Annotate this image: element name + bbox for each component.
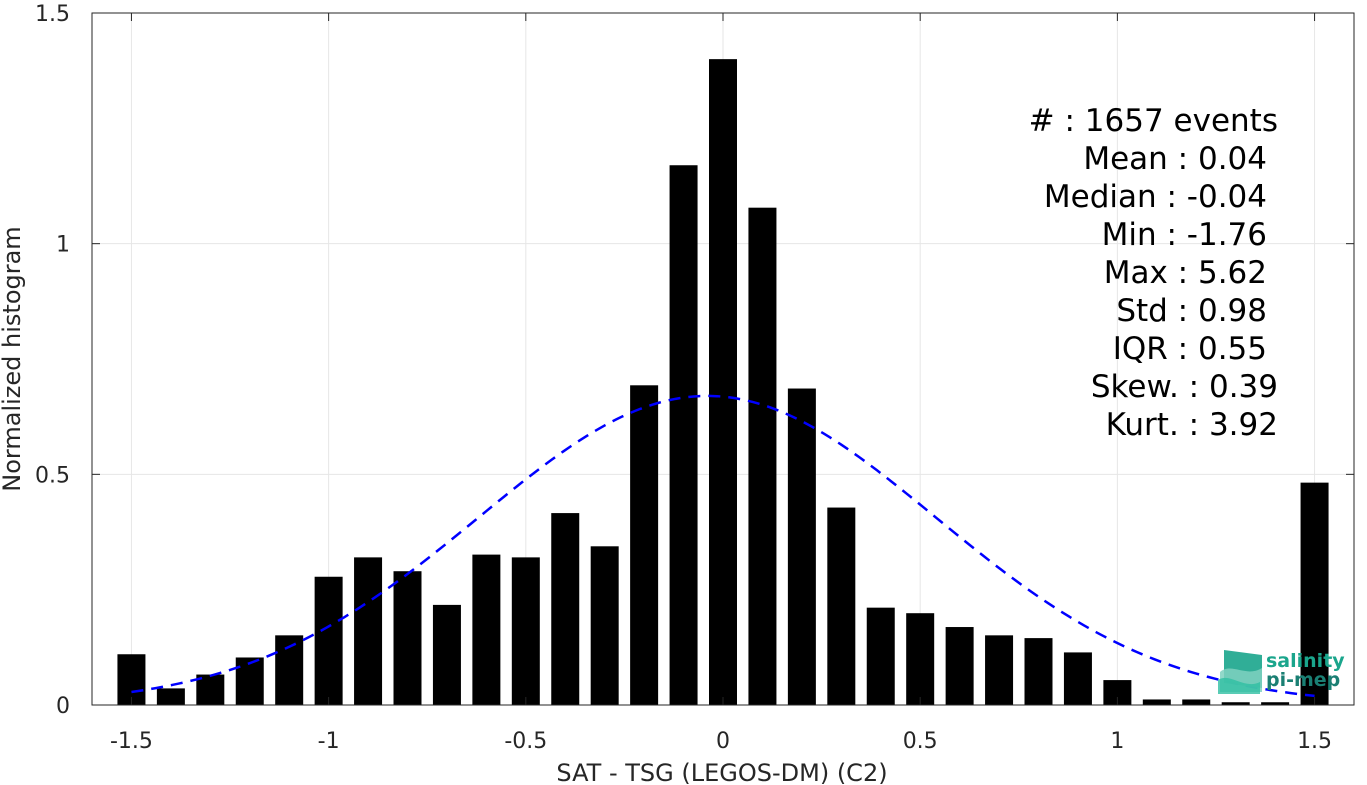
histogram-bar	[354, 557, 383, 705]
histogram-bar	[945, 627, 974, 705]
x-tick-labels: -1.5 -1 -0.5 0 0.5 1 1.5	[110, 729, 1332, 754]
histogram-bar	[196, 674, 225, 705]
y-tick-label: 1.5	[35, 2, 70, 27]
histogram-bar	[1142, 699, 1171, 705]
histogram-bar	[551, 513, 580, 705]
x-tick-label: 0.5	[903, 729, 938, 754]
histogram-bar	[1261, 702, 1290, 705]
histogram-bar	[393, 571, 422, 705]
stat-line: Median : -0.04	[1044, 179, 1267, 215]
histogram-bar	[1300, 482, 1329, 705]
y-tick-label: 0.5	[35, 463, 70, 488]
histogram-bar	[1182, 699, 1211, 705]
logo-text-line2: pi-mep	[1266, 669, 1340, 691]
histogram-bar	[866, 607, 895, 705]
histogram-bar	[906, 613, 935, 705]
stat-line: # : 1657 events	[1029, 103, 1278, 139]
x-tick-label: -0.5	[504, 729, 547, 754]
histogram-bar	[787, 388, 816, 705]
y-axis-title: Normalized histogram	[0, 226, 26, 491]
y-tick-label: 1	[56, 233, 70, 258]
stat-line: Kurt. : 3.92	[1106, 407, 1278, 443]
histogram-bar	[1063, 652, 1092, 705]
histogram-bar	[709, 59, 737, 705]
logo-text-line1: salinity	[1266, 650, 1345, 672]
stat-line: IQR : 0.55	[1113, 331, 1267, 367]
histogram-bar	[511, 557, 540, 705]
histogram-bar	[314, 576, 343, 705]
histogram-bar	[630, 385, 659, 705]
histogram-bar	[472, 554, 501, 705]
stat-line: Mean : 0.04	[1083, 141, 1267, 177]
histogram-bar	[156, 688, 185, 705]
histogram-bar	[748, 207, 777, 705]
bars	[117, 59, 1329, 706]
histogram-bar	[117, 654, 146, 705]
histogram-bar	[1024, 638, 1053, 705]
histogram-bar	[669, 165, 698, 706]
histogram-bar	[1221, 702, 1250, 705]
x-axis-title: SAT - TSG (LEGOS-DM) (C2)	[556, 759, 887, 785]
y-tick-label: 0	[56, 694, 70, 719]
histogram-bar	[235, 657, 264, 705]
stat-line: Max : 5.62	[1104, 255, 1267, 291]
stat-line: Min : -1.76	[1102, 217, 1267, 253]
x-tick-label: 0	[716, 729, 730, 754]
histogram-bar	[590, 546, 619, 705]
stat-line: Skew. : 0.39	[1091, 369, 1278, 405]
x-tick-label: -1	[318, 729, 340, 754]
x-tick-label: 1.5	[1297, 729, 1332, 754]
stat-line: Std : 0.98	[1116, 293, 1267, 329]
salinity-pi-mep-logo: salinity pi-mep	[1218, 650, 1345, 694]
axis-ticks	[92, 12, 1354, 706]
logo-icon	[1218, 650, 1262, 694]
x-tick-label: -1.5	[110, 729, 153, 754]
histogram-bar	[827, 507, 856, 705]
x-tick-label: 1	[1110, 729, 1124, 754]
histogram-bar	[432, 604, 461, 705]
y-tick-labels: 0 0.5 1 1.5	[35, 2, 70, 719]
gaussian-fit-curve	[131, 394, 1315, 698]
histogram-bar	[985, 635, 1014, 705]
